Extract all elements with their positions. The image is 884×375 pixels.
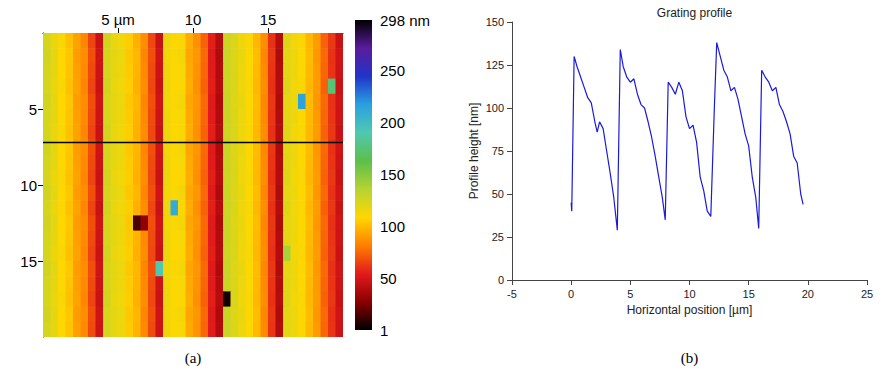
svg-text:5 µm: 5 µm [101, 11, 135, 28]
svg-text:25: 25 [492, 231, 504, 243]
svg-text:1: 1 [380, 322, 388, 339]
svg-text:200: 200 [380, 114, 405, 131]
svg-text:15: 15 [260, 11, 277, 28]
svg-text:5: 5 [29, 101, 37, 118]
svg-text:25: 25 [861, 288, 873, 300]
svg-text:250: 250 [380, 62, 405, 79]
svg-text:10: 10 [683, 288, 695, 300]
svg-text:Profile height [nm]: Profile height [nm] [467, 103, 481, 200]
svg-text:15: 15 [743, 288, 755, 300]
svg-text:50: 50 [492, 188, 504, 200]
svg-text:-5: -5 [507, 288, 517, 300]
svg-text:10: 10 [185, 11, 202, 28]
svg-text:Grating profile: Grating profile [657, 6, 733, 20]
svg-text:0: 0 [498, 274, 504, 286]
svg-text:50: 50 [380, 270, 397, 287]
svg-text:125: 125 [486, 59, 504, 71]
svg-text:Horizontal position [µm]: Horizontal position [µm] [627, 303, 753, 317]
svg-text:10: 10 [20, 177, 37, 194]
svg-text:150: 150 [380, 166, 405, 183]
svg-text:(a): (a) [185, 350, 202, 367]
svg-text:5: 5 [627, 288, 633, 300]
svg-text:15: 15 [20, 253, 37, 270]
svg-text:75: 75 [492, 145, 504, 157]
svg-text:150: 150 [486, 16, 504, 28]
svg-text:298 nm: 298 nm [380, 12, 430, 29]
svg-text:0: 0 [568, 288, 574, 300]
svg-text:(b): (b) [681, 350, 699, 367]
svg-text:100: 100 [380, 218, 405, 235]
svg-text:20: 20 [802, 288, 814, 300]
svg-text:100: 100 [486, 102, 504, 114]
